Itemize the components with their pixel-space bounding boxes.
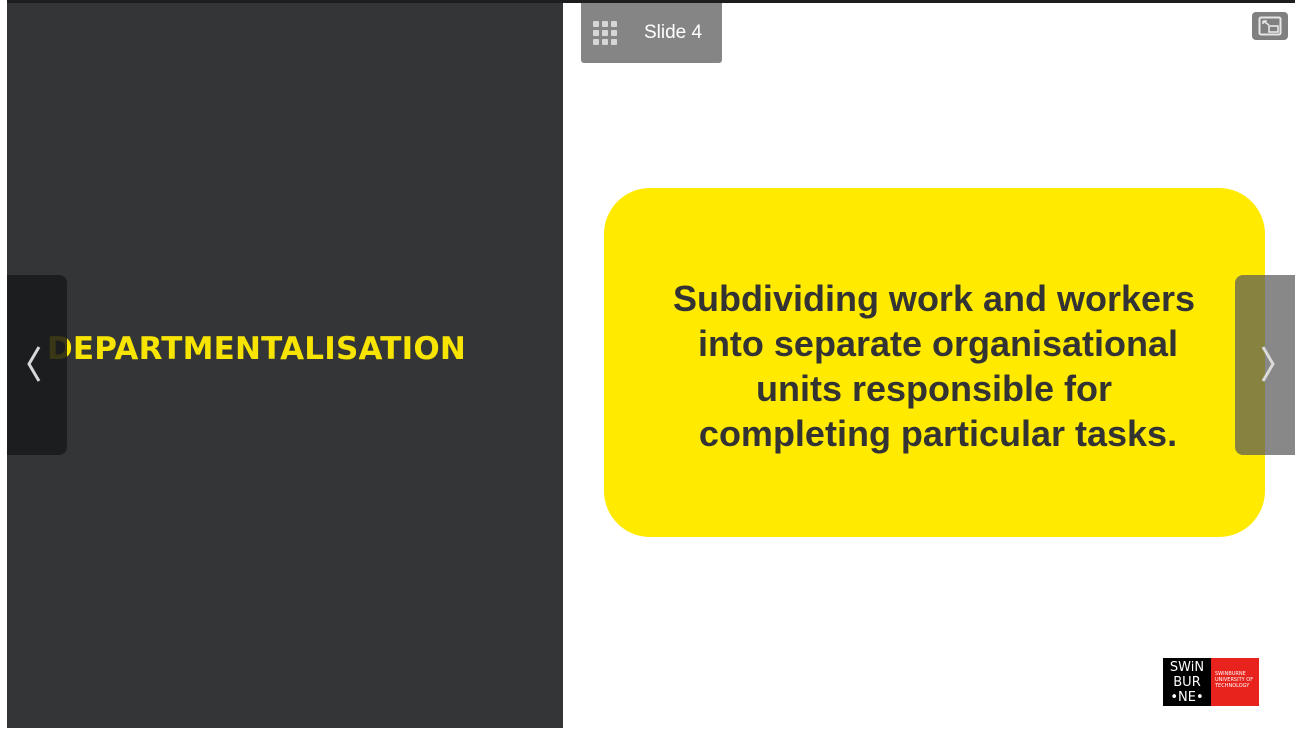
left-panel xyxy=(7,3,563,728)
logo-text: BUR xyxy=(1173,675,1201,690)
right-edge xyxy=(1295,0,1302,736)
definition-text: Subdividing work and workers into separa… xyxy=(644,276,1224,456)
definition-line: Subdividing work and workers xyxy=(672,278,1196,319)
definition-line: units responsible for xyxy=(755,368,1113,409)
bottom-edge xyxy=(0,728,1302,736)
definition-line: into separate organisational xyxy=(697,323,1179,364)
chevron-left-icon xyxy=(27,346,41,382)
next-slide-button[interactable] xyxy=(1235,275,1295,455)
grid-icon xyxy=(593,21,618,46)
previous-slide-button[interactable] xyxy=(7,275,67,455)
logo-text: •NE• xyxy=(1170,690,1204,705)
slide-heading: DEPARTMENTALISATION xyxy=(47,331,467,367)
logo-subtext: TECHNOLOGY xyxy=(1215,683,1250,689)
slide-menu-button[interactable]: Slide 4 xyxy=(581,3,722,63)
swinburne-logo: SWiN BUR •NE• SWINBURNE UNIVERSITY OF TE… xyxy=(1163,658,1259,706)
logo-tagline: SWINBURNE UNIVERSITY OF TECHNOLOGY xyxy=(1211,658,1259,706)
definition-line: completing particular tasks. xyxy=(698,413,1178,454)
definition-callout: Subdividing work and workers into separa… xyxy=(604,188,1265,537)
logo-subtext: UNIVERSITY OF xyxy=(1215,677,1254,683)
expand-button[interactable] xyxy=(1252,12,1288,40)
logo-wordmark: SWiN BUR •NE• xyxy=(1163,658,1211,706)
expand-icon xyxy=(1258,16,1282,36)
left-edge xyxy=(0,0,7,736)
top-edge xyxy=(0,0,1302,3)
slide-number-label: Slide 4 xyxy=(644,22,703,43)
logo-text: SWiN xyxy=(1169,660,1205,675)
chevron-right-icon xyxy=(1261,346,1275,382)
logo-subtext: SWINBURNE xyxy=(1215,671,1246,677)
